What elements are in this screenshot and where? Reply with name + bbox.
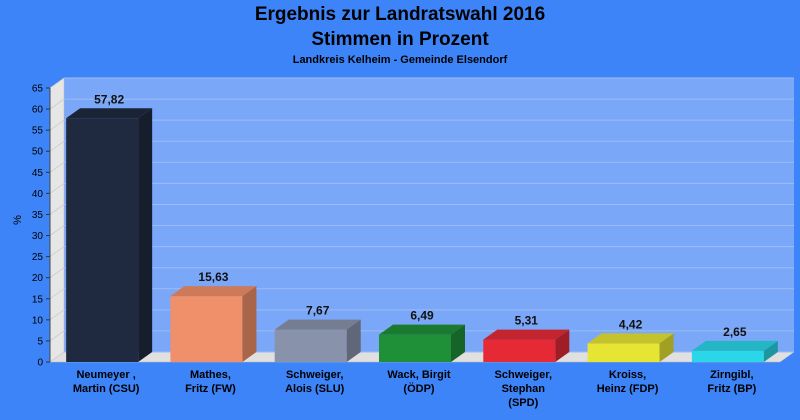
grid-line-side xyxy=(49,162,65,173)
x-axis: Neumeyer , Martin (CSU) Mathes, Fritz (FW) S… xyxy=(73,369,757,409)
chart-subtitle: Stimmen in Prozent xyxy=(311,29,489,50)
bar-side xyxy=(659,333,674,362)
bar-top xyxy=(66,108,153,119)
grid-line-side xyxy=(49,225,65,236)
grid-line-side xyxy=(49,246,65,257)
x-tick-label: Schweiger, Stephan (SPD) xyxy=(495,369,552,409)
bar-value-label: 2,65 xyxy=(723,325,747,339)
bar-top xyxy=(379,324,465,335)
y-tick-label: 55 xyxy=(32,126,44,137)
bar-front xyxy=(274,329,347,362)
grid-line-side xyxy=(49,140,65,152)
bar-side xyxy=(138,108,153,362)
grid-line-side xyxy=(49,204,65,215)
y-tick-label: 20 xyxy=(32,273,44,284)
bar-front xyxy=(170,296,243,362)
bar xyxy=(483,329,570,362)
grid-line-side xyxy=(49,98,65,110)
bar xyxy=(66,108,153,362)
bar-side xyxy=(763,340,778,362)
y-tick-label: 25 xyxy=(32,252,44,263)
bar-front xyxy=(66,118,139,362)
bar-top xyxy=(170,286,257,297)
y-tick-label: 50 xyxy=(32,147,44,158)
x-tick-label: Kroiss, Heinz (FDP) xyxy=(597,369,659,395)
y-tick-label: 10 xyxy=(32,315,44,326)
bar xyxy=(691,340,778,362)
bar-value-label: 4,42 xyxy=(619,317,643,331)
bar xyxy=(170,286,257,362)
bars: 57,82 15,63 7,67 6,49 5,31 4,42 2,65 xyxy=(66,92,778,362)
y-tick-label: 30 xyxy=(32,231,44,242)
bar-front xyxy=(587,343,660,362)
bar-side xyxy=(346,319,361,362)
grid-line-side xyxy=(49,119,65,131)
grid-line-side xyxy=(49,288,65,300)
bar-top xyxy=(274,319,361,330)
bar-front xyxy=(483,339,556,362)
y-tick-label: 60 xyxy=(32,105,44,116)
y-axis-label: % xyxy=(12,215,24,225)
grid-line-side xyxy=(49,183,65,194)
bar-value-label: 15,63 xyxy=(198,270,228,284)
bar-top xyxy=(483,329,570,340)
y-tick-label: 35 xyxy=(32,210,44,221)
bar-side xyxy=(242,286,257,362)
x-tick-label: Zirngibl, Fritz (BP) xyxy=(707,369,756,395)
plot-back-wall xyxy=(64,78,794,352)
y-tick-label: 5 xyxy=(37,336,43,347)
chart-title: Ergebnis zur Landratswahl 2016 xyxy=(254,4,546,25)
bar-value-label: 5,31 xyxy=(515,314,539,328)
bar-top xyxy=(691,340,778,351)
x-tick-label: Wack, Birgit (ÖDP) xyxy=(387,369,450,395)
grid-line-side xyxy=(49,330,65,342)
y-axis: 0 5 10 15 20 25 30 35 40 45 50 55 60 65 xyxy=(32,84,51,369)
bar-value-label: 6,49 xyxy=(410,309,434,323)
x-tick-label: Mathes, Fritz (FW) xyxy=(185,369,236,395)
bar xyxy=(379,324,465,362)
bar-value-label: 57,82 xyxy=(94,92,124,106)
x-tick-label: Neumeyer , Martin (CSU) xyxy=(73,369,140,395)
bar-front xyxy=(691,350,764,362)
grid-line-side xyxy=(49,351,65,363)
bar xyxy=(587,333,674,362)
bar xyxy=(274,319,361,362)
bar-value-label: 7,67 xyxy=(306,304,330,318)
grid-line-side xyxy=(49,309,65,321)
y-tick-label: 40 xyxy=(32,189,44,200)
grid-line-side xyxy=(49,77,65,89)
bar-top xyxy=(587,333,674,344)
plot-left-wall xyxy=(49,77,65,363)
y-tick-label: 45 xyxy=(32,168,44,179)
chart-region-subtitle: Landkreis Kelheim - Gemeinde Elsendorf xyxy=(292,54,508,66)
bar-side xyxy=(451,324,465,362)
grid-line-side xyxy=(49,267,65,278)
y-tick-label: 65 xyxy=(32,84,44,95)
y-tick-label: 0 xyxy=(37,358,43,369)
bar-side xyxy=(555,329,570,362)
bar-front xyxy=(379,334,451,362)
y-tick-label: 15 xyxy=(32,294,44,305)
x-tick-label: Schweiger, Alois (SLU) xyxy=(285,369,345,395)
